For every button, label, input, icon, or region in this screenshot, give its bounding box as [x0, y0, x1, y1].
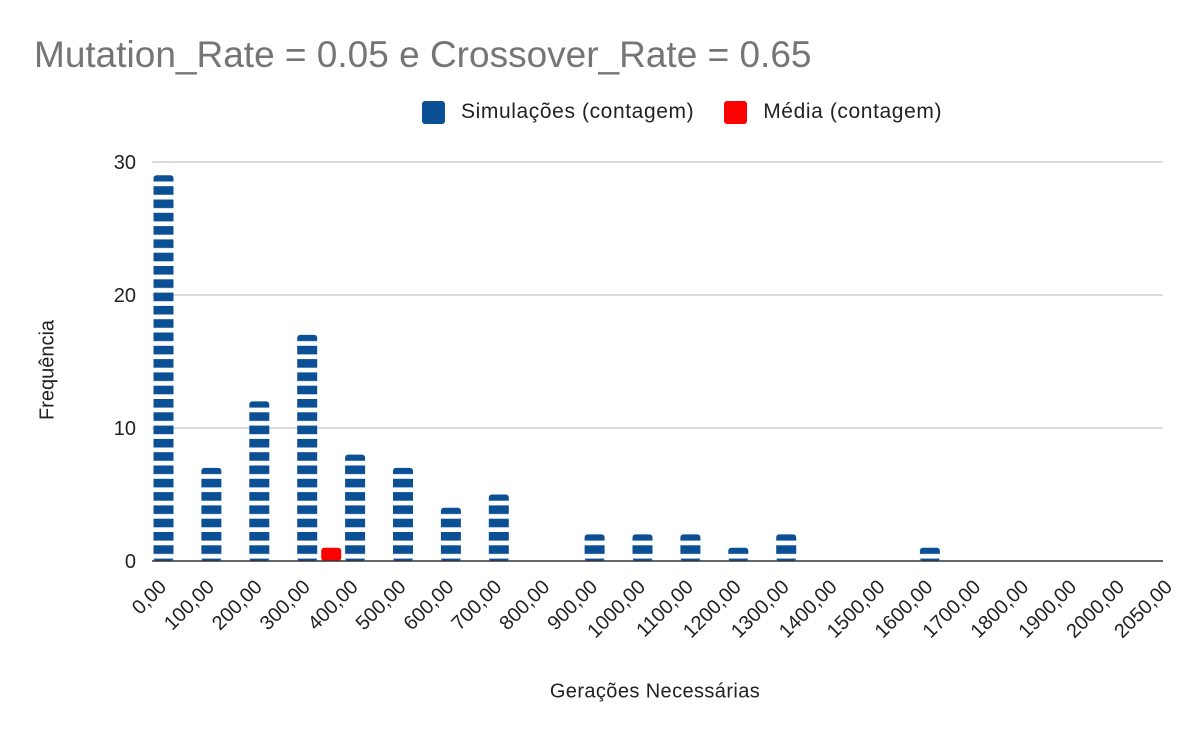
bar-simulacoes: [584, 534, 605, 561]
legend-swatch-media: [724, 100, 748, 124]
legend-item-simulacoes: Simulações (contagem): [422, 100, 694, 124]
bar-simulacoes: [297, 334, 318, 561]
x-tick-label: 200,00: [208, 576, 267, 635]
x-tick-label: 300,00: [256, 576, 315, 635]
legend: Simulações (contagem) Média (contagem): [422, 100, 972, 124]
y-tick-label: 20: [114, 285, 136, 307]
bar-simulacoes: [393, 467, 413, 561]
bar-simulacoes: [153, 175, 174, 562]
legend-label-media: Média (contagem): [763, 100, 943, 123]
y-tick-label: 30: [114, 152, 136, 174]
x-tick-label: 400,00: [304, 576, 363, 635]
x-tick-label: 0,00: [128, 576, 171, 619]
legend-item-media: Média (contagem): [724, 100, 942, 124]
bar-simulacoes: [345, 454, 366, 561]
legend-swatch-simulacoes: [422, 100, 445, 124]
x-tick-label: 800,00: [495, 576, 554, 635]
bar-media: [321, 547, 342, 561]
bar-simulacoes: [728, 547, 749, 561]
bar-simulacoes: [249, 401, 270, 561]
y-tick-label: 10: [114, 418, 136, 440]
bar-simulacoes: [488, 494, 509, 561]
bar-simulacoes: [201, 467, 222, 561]
bar-simulacoes: [440, 507, 461, 561]
x-tick-label: 700,00: [448, 576, 507, 635]
legend-label-simulacoes: Simulações (contagem): [461, 100, 695, 123]
x-axis-label: Gerações Necessárias: [549, 680, 761, 703]
bar-simulacoes: [919, 547, 940, 561]
bar-simulacoes: [776, 534, 797, 561]
x-tick-label: 500,00: [352, 576, 411, 635]
bar-simulacoes: [632, 534, 653, 561]
x-tick-label: 100,00: [160, 576, 219, 635]
chart-title: Mutation_Rate = 0.05 e Crossover_Rate = …: [34, 34, 812, 75]
bar-simulacoes: [680, 534, 701, 561]
x-tick-label: 600,00: [400, 576, 459, 635]
y-tick-label: 0: [125, 551, 136, 573]
